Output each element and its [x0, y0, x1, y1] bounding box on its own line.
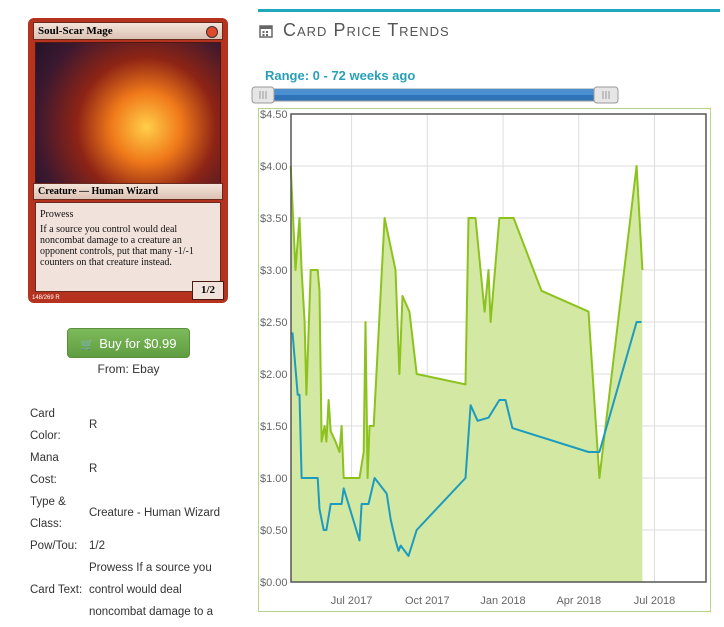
- y-tick-label: $1.50: [260, 421, 288, 433]
- plot-border: [290, 113, 707, 583]
- y-tick-label: $4.00: [260, 161, 288, 173]
- detail-value: R: [89, 419, 98, 431]
- price-line: [289, 165, 644, 479]
- detail-row: Card Color: R: [28, 403, 228, 447]
- detail-row: Mana Cost: R: [28, 447, 228, 491]
- detail-row: Pow/Tou: 1/2: [28, 535, 228, 557]
- cart-icon: 🛒: [80, 339, 95, 351]
- collector-number: 148/269 R: [32, 295, 60, 301]
- buy-button[interactable]: 🛒 Buy for $0.99: [67, 328, 190, 358]
- detail-label: Card Color:: [30, 408, 61, 442]
- detail-value: R: [89, 463, 98, 475]
- x-tick-label: Oct 2017: [405, 595, 450, 607]
- x-tick-label: Jul 2018: [634, 595, 676, 607]
- card-name: Soul-Scar Mage: [38, 25, 113, 37]
- detail-label: Mana Cost:: [30, 452, 59, 486]
- detail-value: Creature - Human Wizard: [89, 507, 221, 519]
- buy-label: Buy for $0.99: [99, 336, 177, 351]
- rules-text: If a source you control would deal nonco…: [40, 224, 194, 268]
- card-name-bar: Soul-Scar Mage: [33, 22, 223, 40]
- type-line: Creature — Human Wizard: [33, 183, 223, 200]
- card-image: Soul-Scar Mage Creature — Human Wizard P…: [28, 18, 228, 303]
- slider-handle[interactable]: [593, 86, 619, 104]
- y-tick-label: $0.50: [260, 525, 288, 537]
- rules-box: Prowess If a source you control would de…: [35, 202, 221, 292]
- detail-row: Card Text: Prowess If a source you contro…: [28, 557, 228, 623]
- rules-text: Prowess: [40, 209, 74, 220]
- power-toughness: 1/2: [192, 281, 224, 300]
- detail-label: Type & Class:: [30, 496, 66, 530]
- detail-value: 1/2: [89, 540, 105, 552]
- range-label: Range: 0 - 72 weeks ago: [265, 68, 416, 83]
- card-art: [35, 42, 221, 184]
- x-tick-label: Jan 2018: [480, 595, 525, 607]
- detail-value: Prowess If a source you control would de…: [89, 562, 214, 618]
- chart: $0.00 $0.50 $1.00 $1.50 $2.00 $2.50 $3.00 $3.50…: [258, 108, 711, 612]
- detail-row: Type & Class: Creature - Human Wizard: [28, 491, 228, 535]
- mana-symbol: [206, 26, 218, 38]
- x-tick-label: Apr 2018: [556, 595, 601, 607]
- y-tick-label: $3.50: [260, 213, 288, 225]
- y-tick-label: $2.00: [260, 369, 288, 381]
- details-table: Card Color: R Mana Cost: R Type & Class: Crea…: [28, 403, 228, 623]
- section-title: Card Price Trends: [283, 20, 450, 40]
- range-slider[interactable]: [250, 85, 622, 105]
- y-tick-label: $0.00: [260, 577, 288, 589]
- x-tick-label: Jul 2017: [331, 595, 373, 607]
- header-rule: [258, 9, 720, 12]
- detail-label: Card Text:: [30, 584, 83, 596]
- calendar-icon: [259, 25, 273, 38]
- source: From: Ebay: [97, 362, 160, 376]
- y-tick-label: $1.00: [260, 473, 288, 485]
- slider-handle[interactable]: [251, 86, 275, 104]
- y-tick-label: $3.00: [260, 265, 288, 277]
- y-tick-label: $4.50: [260, 109, 288, 121]
- detail-label: Pow/Tou:: [30, 540, 78, 552]
- y-tick-label: $2.50: [260, 317, 288, 329]
- price-line: [291, 321, 642, 557]
